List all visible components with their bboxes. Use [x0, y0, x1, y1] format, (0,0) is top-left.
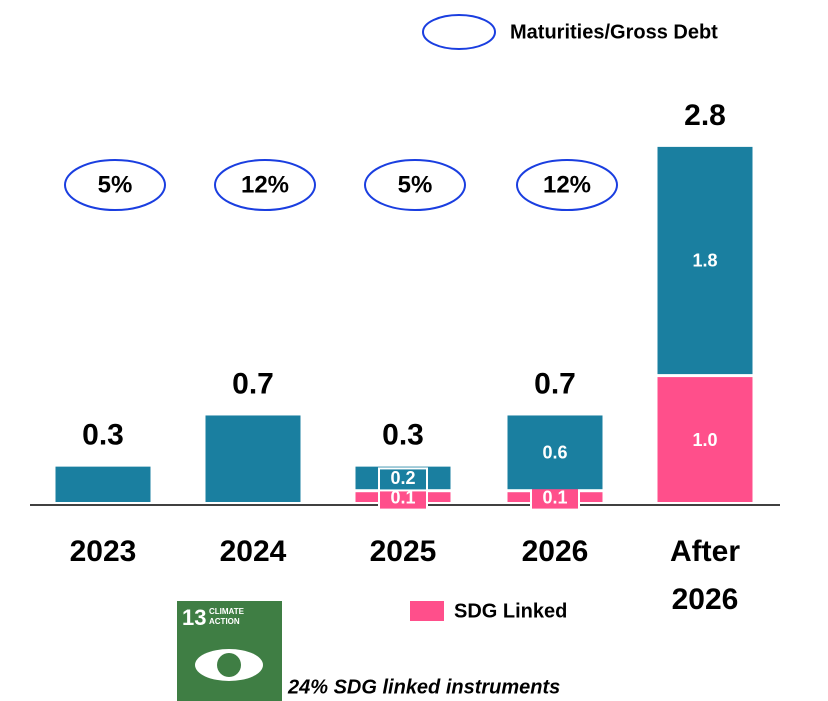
ratio-label: 5%: [398, 171, 433, 198]
ratio-label: 5%: [98, 171, 133, 198]
total-label: 0.3: [82, 419, 124, 452]
segment-label: 0.6: [542, 443, 567, 463]
total-label: 0.7: [232, 367, 274, 400]
bar-segment: [657, 146, 753, 375]
label-box: [378, 467, 428, 492]
segment-label: 0.1: [542, 487, 567, 507]
icon-text: ACTION: [209, 617, 240, 626]
x-tick-label: 2025: [370, 535, 437, 568]
ratio-legend-icon: [422, 14, 496, 50]
x-tick-label: 2023: [70, 535, 137, 568]
ratio-oval: [364, 159, 466, 211]
ratio-oval: [214, 159, 316, 211]
footnote: 24% SDG linked instruments: [287, 676, 560, 698]
legend-label: SDG Linked: [454, 600, 567, 622]
legend-swatch: [410, 601, 444, 621]
total-label: 0.7: [534, 367, 576, 400]
ratio-label: 12%: [543, 171, 591, 198]
segment-label: 0.2: [390, 468, 415, 488]
bar-segment: [657, 377, 753, 502]
bar-segment: [507, 415, 603, 490]
ratio-oval: [64, 159, 166, 211]
x-tick-label: 2026: [522, 535, 589, 568]
total-label: 0.3: [382, 419, 424, 452]
ratio-oval: [516, 159, 618, 211]
segment-label: 0.1: [390, 487, 415, 507]
x-tick-label: After 2026: [670, 535, 740, 616]
segment-label: 1.0: [692, 430, 717, 450]
bar-segment: [205, 415, 301, 502]
ratio-legend: Maturities/Gross Debt: [510, 21, 718, 43]
x-tick-label: 2024: [220, 535, 287, 568]
total-label: 2.8: [684, 99, 726, 132]
sdg-icon: 13 CLIMATE ACTION: [177, 601, 282, 701]
icon-text: CLIMATE: [209, 607, 245, 616]
segment-label: 1.8: [692, 251, 717, 271]
icon-number: 13: [182, 605, 206, 630]
icon-globe: [217, 653, 241, 677]
bar-segment: [55, 466, 151, 502]
ratio-label: 12%: [241, 171, 289, 198]
